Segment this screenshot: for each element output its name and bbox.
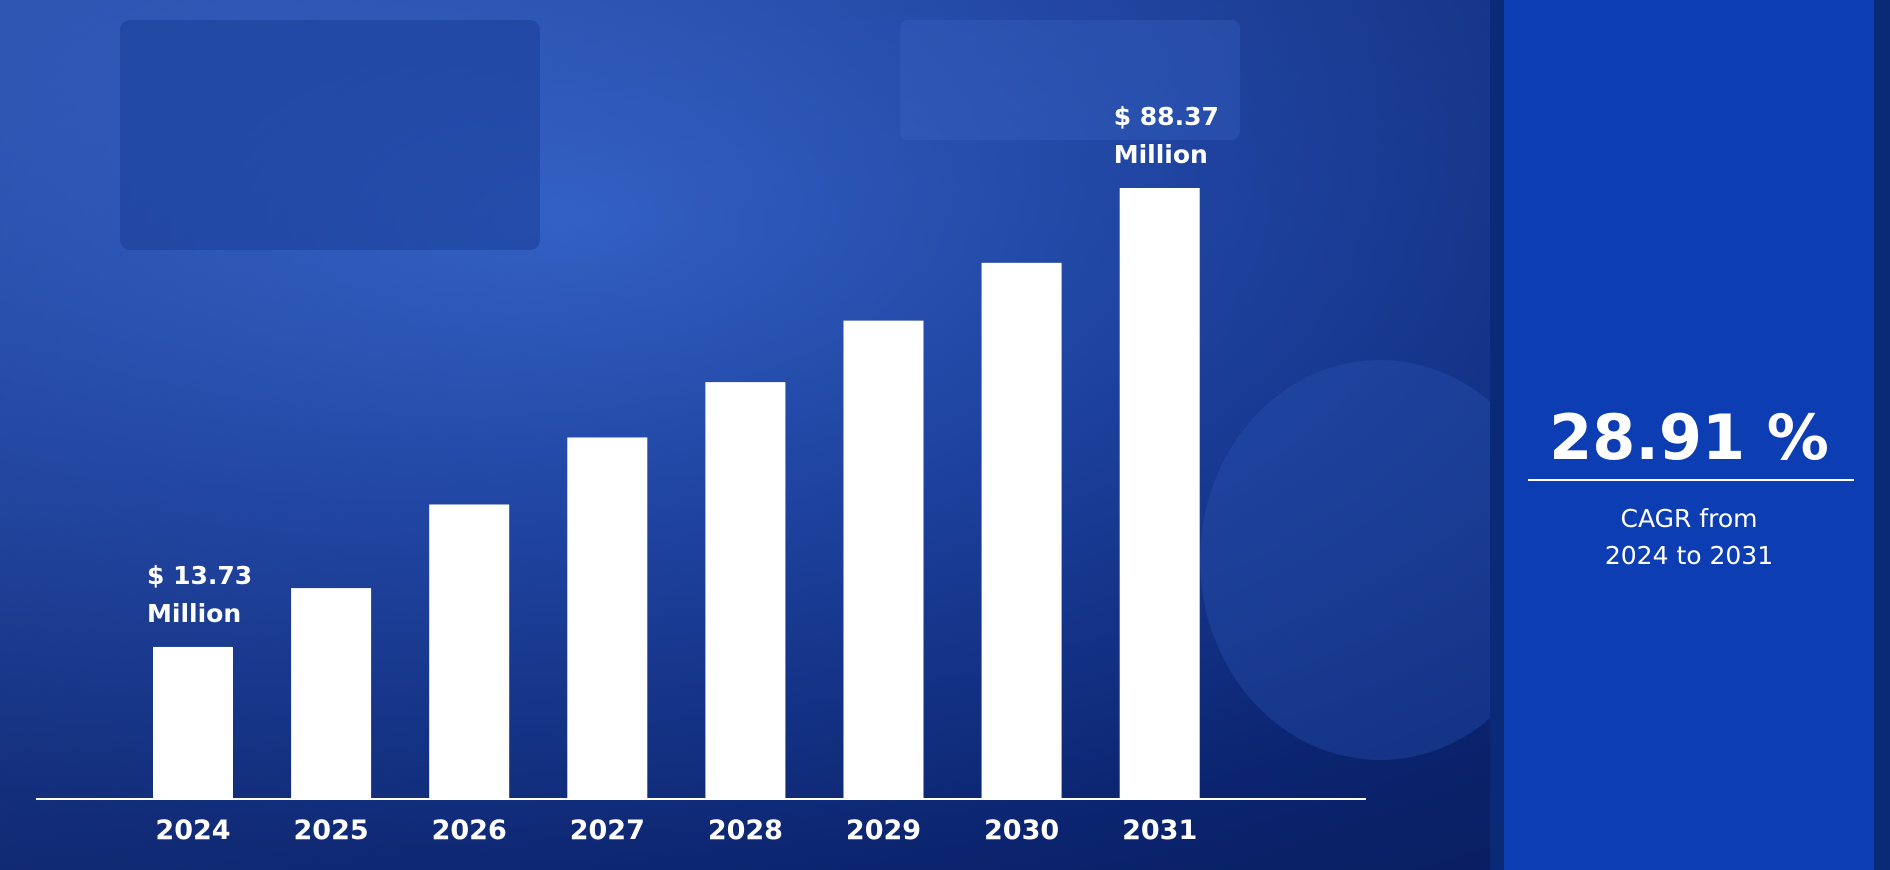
bar (981, 262, 1062, 799)
chart: 2024 2025 2026 2027 2028 2029 2030 2031 (0, 0, 1490, 870)
x-tick-label: 2027 (570, 815, 645, 846)
value-label: $ 88.37 Million (1113, 101, 1219, 169)
bar (567, 437, 648, 799)
bar (429, 504, 510, 799)
bar (153, 646, 233, 799)
x-tick-label: 2029 (846, 815, 921, 846)
cagr-label: CAGR from 2024 to 2031 (1604, 504, 1774, 570)
bar (291, 588, 372, 799)
edge (1874, 0, 1890, 870)
decor (1200, 360, 1490, 760)
bar (705, 382, 786, 799)
x-tick-label: 2024 (155, 815, 230, 846)
bar (843, 320, 924, 799)
x-tick-label: 2028 (708, 815, 783, 846)
x-tick-label: 2030 (984, 815, 1059, 846)
bar (1119, 187, 1200, 799)
x-tick-label: 2031 (1122, 815, 1197, 846)
decor (120, 20, 540, 250)
divider (1490, 0, 1504, 870)
decor (900, 20, 1240, 140)
cagr-value: 28.91 % (1549, 401, 1829, 474)
summary-panel: 28.91 % CAGR from 2024 to 2031 (1504, 0, 1874, 870)
x-tick-label: 2025 (294, 815, 369, 846)
rule (1528, 479, 1854, 481)
x-tick-label: 2026 (432, 815, 507, 846)
value-label: $ 13.73 Million (147, 560, 253, 628)
